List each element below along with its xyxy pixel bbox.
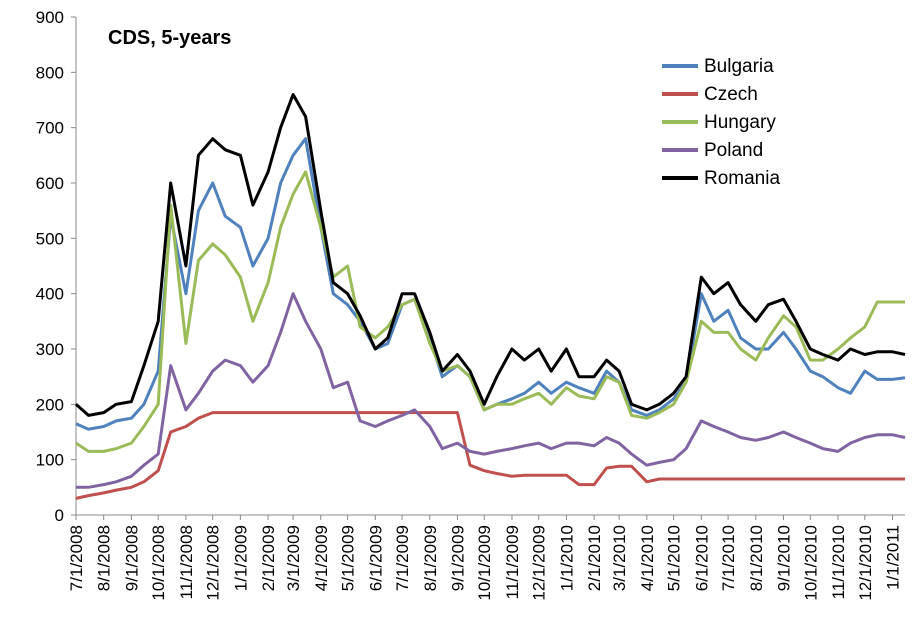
y-tick-label: 500 — [36, 229, 64, 248]
x-tick-label: 1/1/2011 — [883, 525, 902, 590]
x-tick-label: 1/1/2010 — [557, 525, 576, 591]
x-tick-label: 2/1/2010 — [585, 525, 604, 591]
legend-label: Romania — [704, 168, 780, 189]
y-tick-label: 100 — [36, 451, 64, 470]
x-tick-label: 11/1/2008 — [177, 525, 196, 599]
x-tick-label: 7/1/2009 — [393, 525, 412, 591]
x-tick-label: 10/1/2009 — [475, 525, 494, 601]
legend-label: Czech — [704, 84, 758, 105]
x-tick-label: 12/1/2008 — [204, 525, 223, 601]
x-tick-label: 9/1/2009 — [448, 525, 467, 591]
x-tick-label: 8/1/2008 — [95, 525, 114, 591]
y-tick-label: 800 — [36, 63, 64, 82]
x-tick-label: 10/1/2010 — [801, 525, 820, 601]
x-tick-label: 12/1/2009 — [530, 525, 549, 601]
x-tick-label: 7/1/2008 — [67, 525, 86, 591]
x-tick-label: 11/1/2010 — [829, 525, 848, 599]
x-tick-label: 3/1/2009 — [284, 525, 303, 591]
series-line — [75, 93, 906, 417]
series-line — [75, 137, 906, 431]
x-tick-label: 2/1/2009 — [259, 525, 278, 591]
x-tick-label: 5/1/2009 — [339, 525, 358, 591]
x-tick-label: 9/1/2008 — [122, 525, 141, 591]
series-line — [76, 292, 906, 489]
y-tick-label: 0 — [55, 506, 64, 525]
legend-label: Poland — [704, 140, 763, 161]
legend-label: Hungary — [704, 112, 776, 133]
x-tick-label: 3/1/2010 — [610, 525, 629, 591]
x-tick-label: 12/1/2010 — [856, 525, 875, 601]
y-tick-label: 700 — [36, 119, 64, 138]
x-tick-label: 6/1/2010 — [692, 525, 711, 591]
x-tick-label: 7/1/2010 — [719, 525, 738, 591]
chart-title: CDS, 5-years — [108, 27, 231, 49]
legend-label: Bulgaria — [704, 56, 774, 77]
y-tick-label: 300 — [36, 340, 64, 359]
y-tick-label: 900 — [36, 8, 64, 27]
x-tick-label: 5/1/2010 — [665, 525, 684, 591]
y-tick-label: 600 — [36, 174, 64, 193]
x-tick-label: 11/1/2009 — [503, 525, 522, 599]
series-line — [75, 411, 905, 500]
x-tick-label: 10/1/2008 — [149, 525, 168, 601]
x-tick-label: 6/1/2009 — [366, 525, 385, 591]
y-tick-label: 200 — [36, 395, 64, 414]
x-tick-label: 4/1/2009 — [312, 525, 331, 591]
x-tick-label: 9/1/2010 — [775, 525, 794, 591]
y-tick-label: 400 — [36, 285, 64, 304]
x-tick-label: 4/1/2010 — [638, 525, 657, 591]
x-tick-label: 8/1/2009 — [421, 525, 440, 591]
series-line — [75, 170, 905, 453]
x-tick-label: 8/1/2010 — [747, 525, 766, 591]
x-tick-label: 1/1/2009 — [231, 525, 250, 591]
